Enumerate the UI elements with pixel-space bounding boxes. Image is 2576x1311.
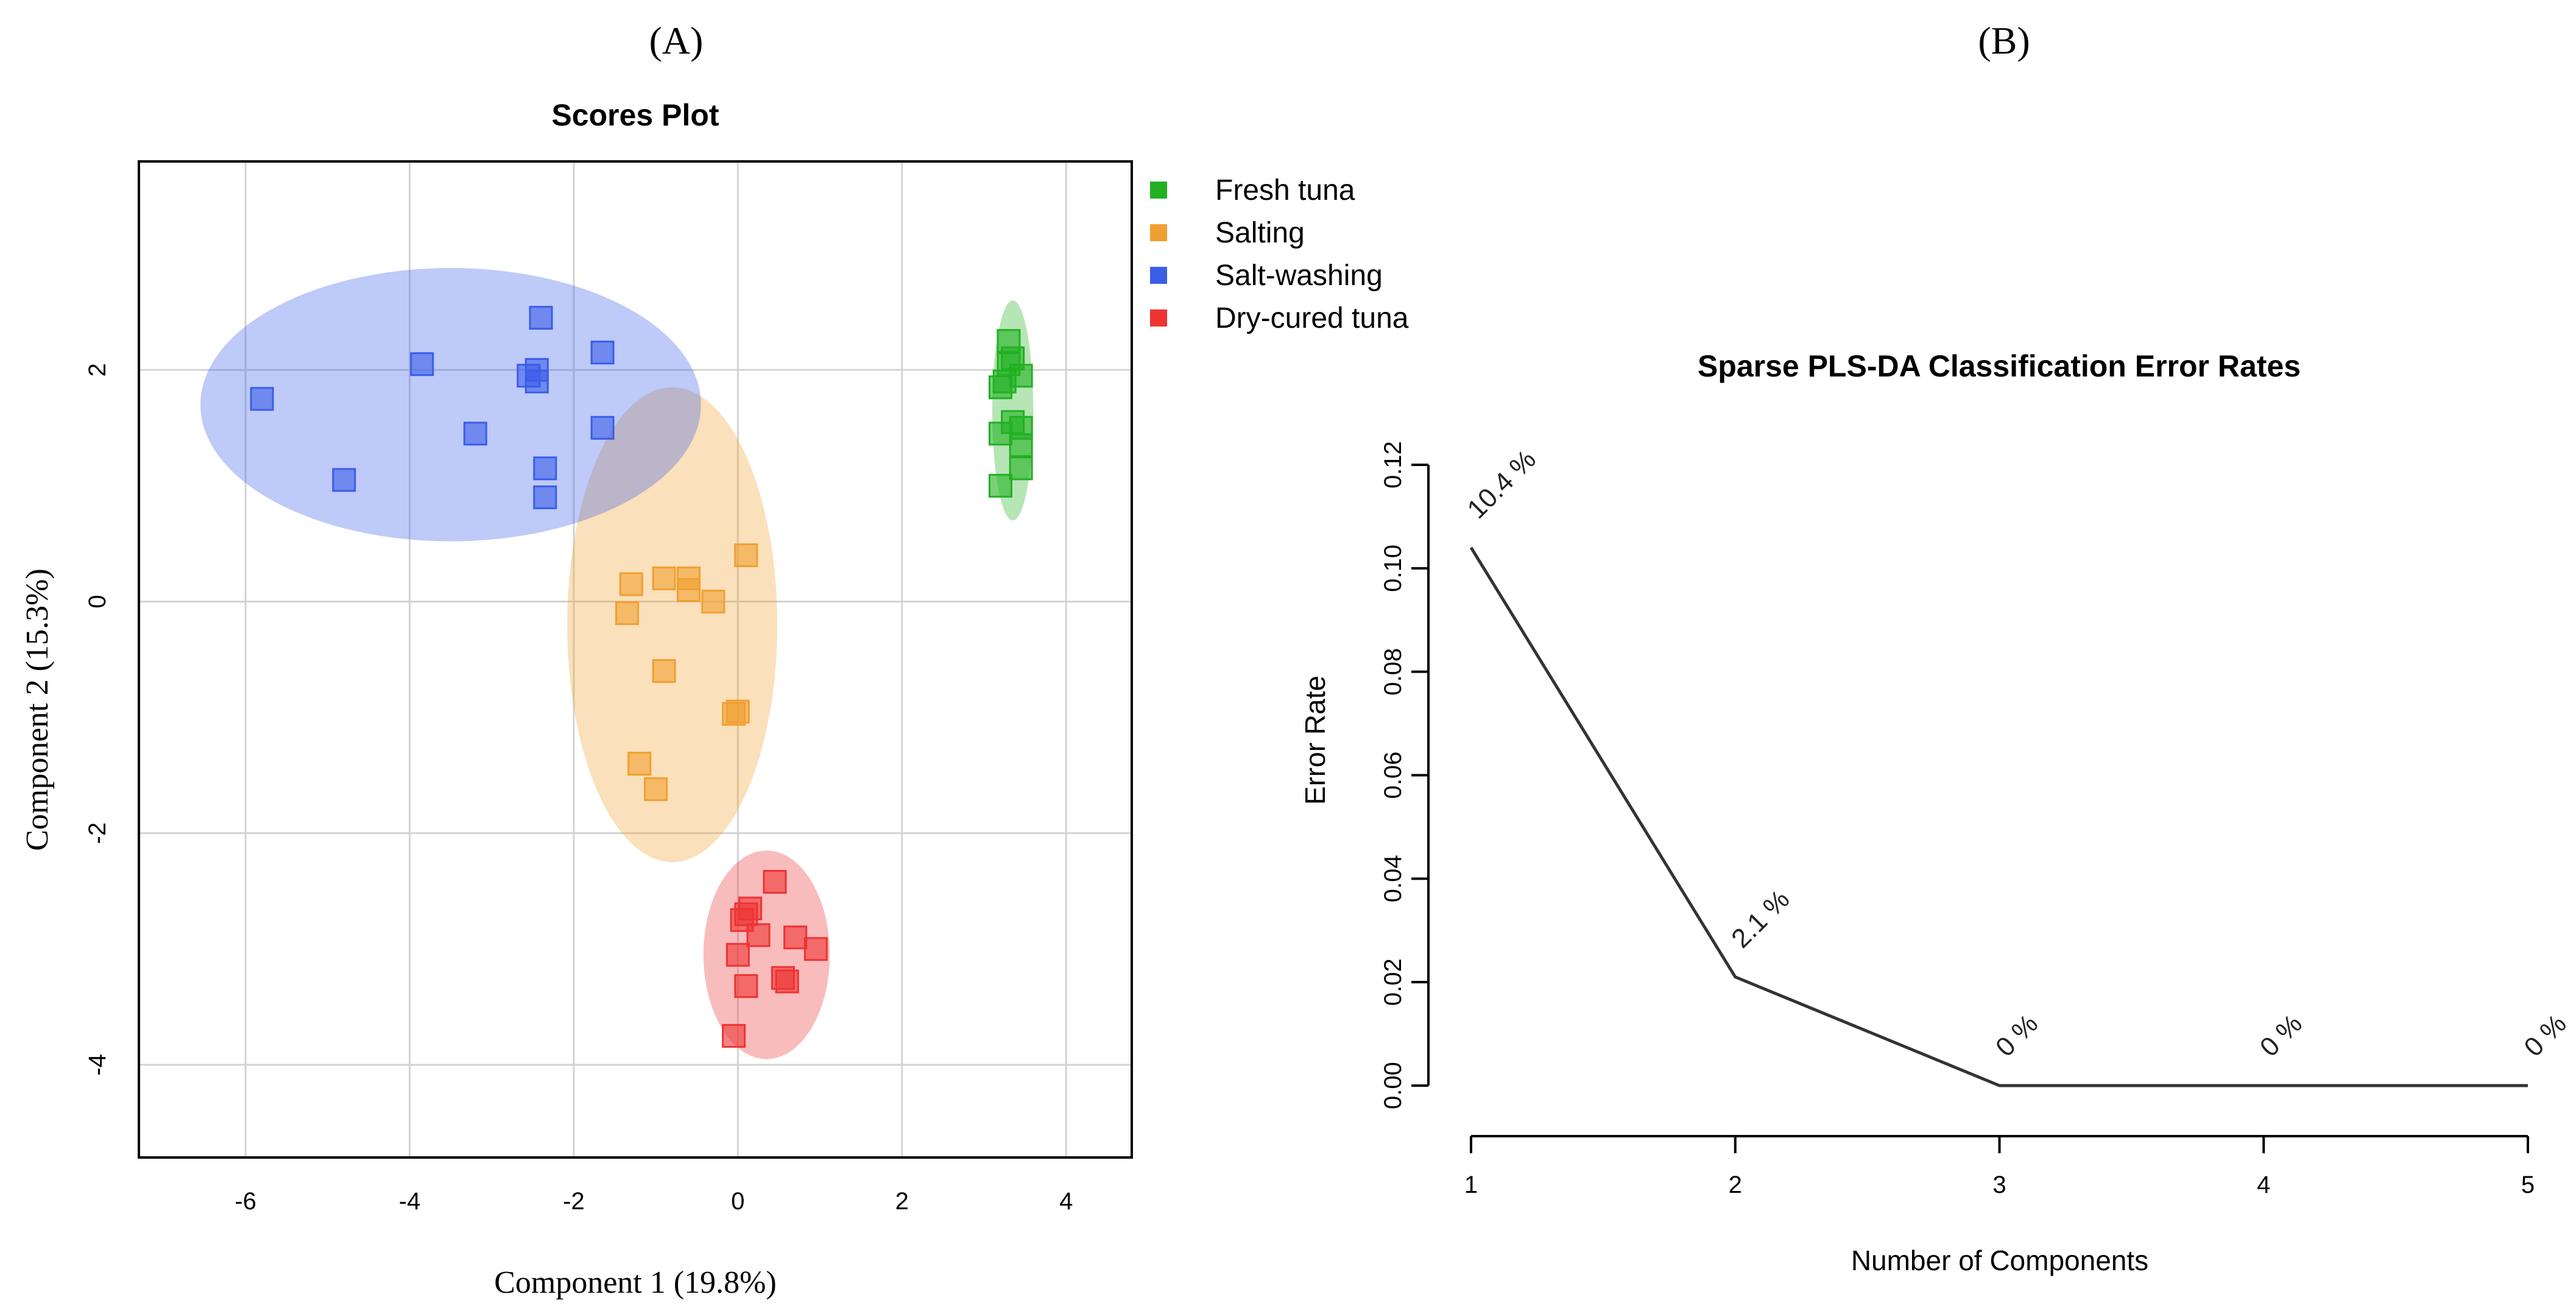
score-point: [529, 306, 553, 330]
legend-label: Salt-washing: [1215, 260, 1383, 292]
error-rate-data-label: 0 %: [2254, 1009, 2308, 1062]
panel-b-label: (B): [1978, 19, 2030, 62]
x-tick-label: 3: [1992, 1171, 2006, 1198]
y-tick-label: 2: [84, 363, 111, 376]
score-point: [988, 473, 1012, 498]
y-tick-label: -2: [84, 822, 111, 844]
score-point: [524, 369, 549, 394]
score-point: [652, 659, 676, 684]
score-point: [763, 870, 787, 894]
score-point: [988, 422, 1012, 446]
x-tick-label: 0: [731, 1188, 744, 1215]
legend-label: Fresh tuna: [1215, 174, 1355, 207]
score-point: [746, 923, 771, 947]
legend-swatch: [1150, 309, 1167, 327]
y-tick-label: 0.00: [1380, 1062, 1406, 1109]
x-tick-label: -6: [235, 1188, 256, 1215]
score-point: [734, 974, 758, 998]
x-tick-label: 4: [2257, 1171, 2270, 1198]
x-tick-label: -2: [563, 1188, 585, 1215]
score-point: [627, 752, 652, 776]
x-tick-label: 2: [895, 1188, 909, 1215]
y-tick-label: 0.06: [1380, 752, 1406, 799]
error-rate-data-labels: 10.4 % 2.1 % 0 % 0 % 0 %: [1461, 444, 2572, 1062]
x-tick-label: 5: [2521, 1171, 2535, 1198]
y-tick-label: 0.02: [1380, 958, 1406, 1006]
x-tick-label: -4: [399, 1188, 421, 1215]
score-point: [992, 369, 1017, 394]
scores-plot-legend: Fresh tuna Salting Salt-washing Dry-cured t…: [1150, 174, 1409, 334]
legend-swatch: [1150, 267, 1167, 284]
score-point: [722, 702, 746, 726]
score-point: [1009, 433, 1033, 458]
error-rate-data-label: 2.1 %: [1726, 885, 1795, 954]
scores-plot-ellipses: [200, 267, 1034, 1059]
scores-plot-y-axis-label: Component 2 (15.3%): [20, 568, 55, 851]
confidence-ellipse-1: [567, 387, 778, 863]
error-rate-series-line: [1469, 546, 2528, 1087]
score-point: [590, 415, 615, 440]
score-point: [734, 543, 758, 567]
score-point: [725, 942, 750, 967]
y-tick-label: 0.12: [1380, 441, 1406, 489]
score-point: [463, 422, 487, 446]
x-tick-label: 1: [1464, 1171, 1478, 1198]
legend-swatch: [1150, 224, 1167, 241]
x-tick-label: 2: [1729, 1171, 1742, 1198]
legend-label: Dry-cured tuna: [1215, 302, 1409, 334]
scores-plot-points: [250, 306, 1033, 1048]
confidence-ellipse-2: [200, 267, 701, 542]
y-tick-label: -4: [84, 1054, 111, 1076]
score-point: [775, 969, 799, 994]
y-tick-label: 0.10: [1380, 545, 1406, 592]
score-point: [677, 578, 701, 602]
error-rate-data-label: 10.4 %: [1461, 444, 1542, 525]
error-rate-x-axis-label: Number of Components: [1851, 1245, 2148, 1276]
error-rate-data-label: 0 %: [1990, 1009, 2044, 1062]
score-point: [590, 341, 615, 365]
scores-plot-x-axis-label: Component 1 (19.8%): [494, 1265, 777, 1300]
error-rate-y-axis-label: Error Rate: [1299, 676, 1331, 805]
score-point: [652, 566, 676, 590]
scores-plot-ticks: -6 -4 -2 0 2 4 -4 -2 0 2: [84, 363, 1073, 1215]
score-point: [410, 352, 434, 376]
error-rate-chart-axes: 1 2 3 4 5 0.00 0.02 0.04 0.06 0.08 0.10 0.12: [1380, 441, 2535, 1198]
scores-plot: Scores Plot -6 -4 -2 0 2 4 -4 -2 0 2 Component 1 …: [20, 98, 1409, 1300]
y-tick-label: 0: [84, 595, 111, 608]
x-tick-label: 4: [1059, 1188, 1073, 1215]
error-rate-chart: Sparse PLS-DA Classification Error Rates…: [1299, 349, 2572, 1276]
error-rate-data-label: 0 %: [2518, 1009, 2572, 1062]
y-tick-label: 0.08: [1380, 648, 1406, 696]
score-point: [783, 925, 808, 950]
score-point: [533, 485, 557, 509]
score-point: [332, 468, 356, 492]
score-point: [619, 572, 643, 596]
score-point: [644, 777, 668, 801]
scores-plot-frame: [138, 160, 1133, 1159]
score-point: [615, 601, 640, 625]
scores-plot-title: Scores Plot: [551, 98, 719, 132]
score-point: [250, 387, 274, 411]
score-point: [803, 937, 828, 961]
y-tick-label: 0.04: [1380, 855, 1406, 902]
legend-swatch: [1150, 182, 1167, 199]
score-point: [1009, 456, 1033, 481]
score-point: [722, 1023, 746, 1048]
score-point: [701, 589, 725, 613]
legend-label: Salting: [1215, 217, 1305, 249]
score-point: [533, 456, 557, 481]
error-rate-chart-title: Sparse PLS-DA Classification Error Rates: [1698, 349, 2301, 383]
panel-a-label: (A): [649, 19, 704, 62]
